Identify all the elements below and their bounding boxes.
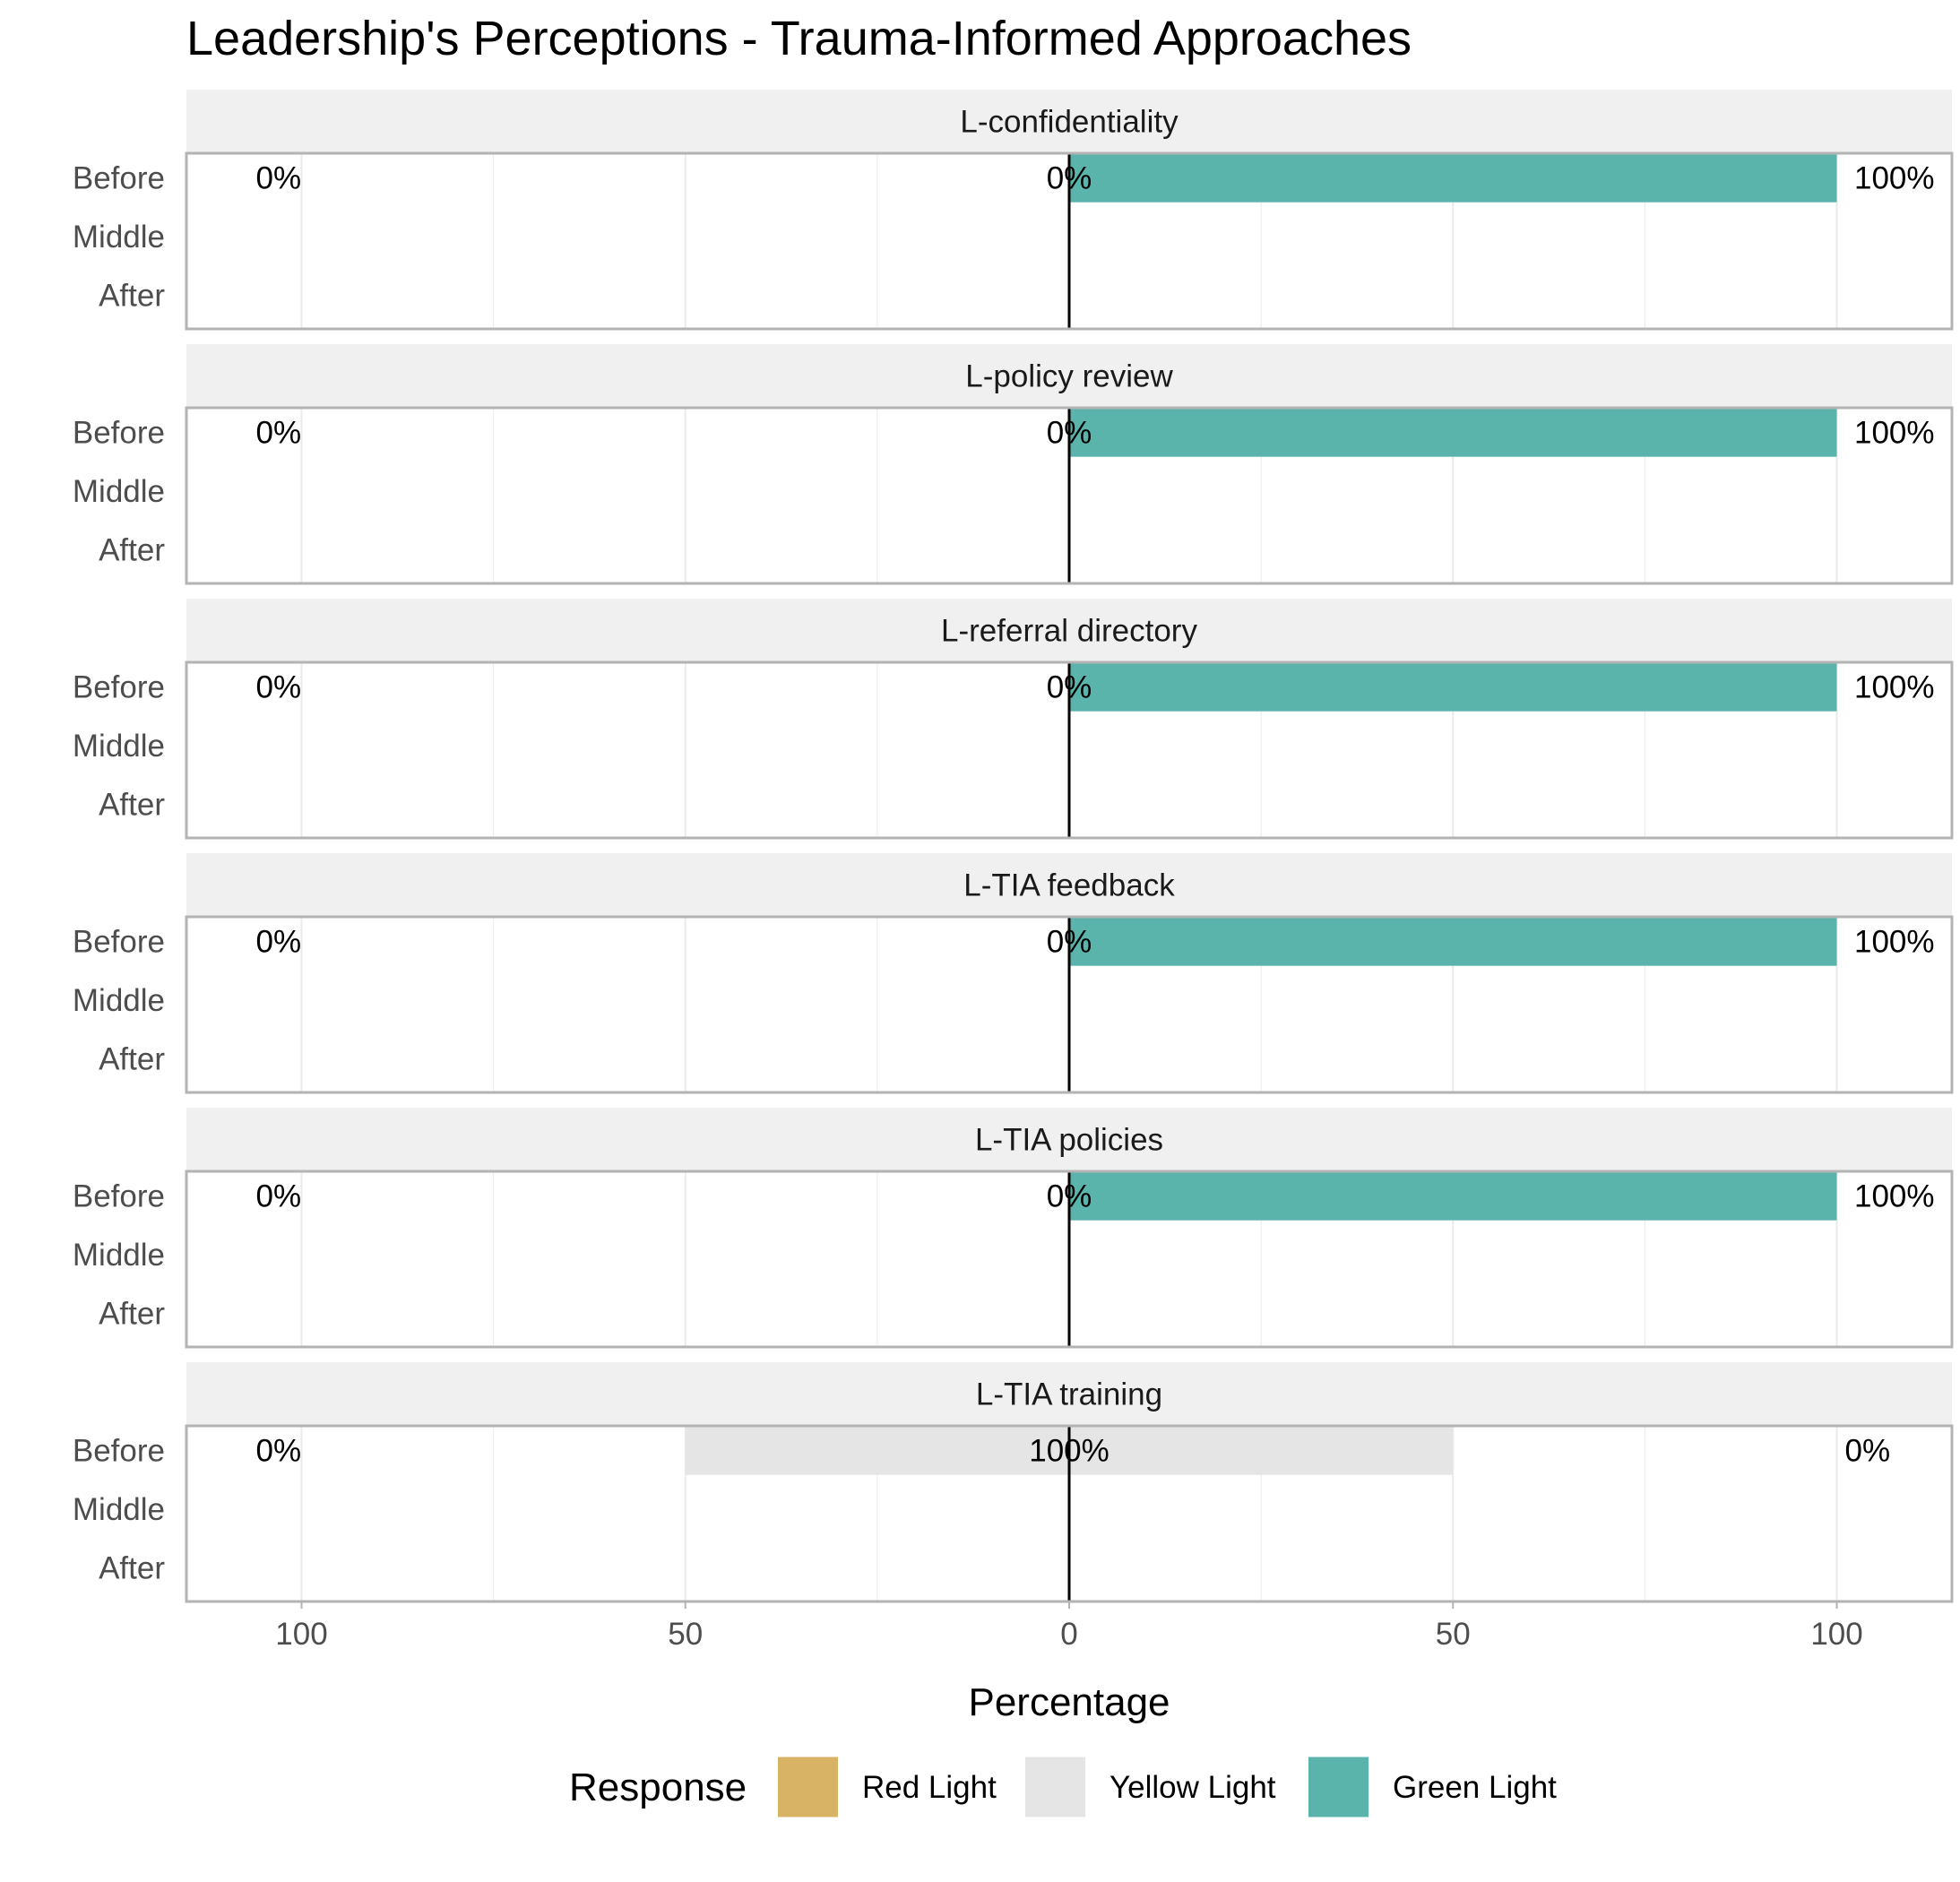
panel-strip-label: L-TIA training <box>976 1377 1162 1412</box>
panel-strip <box>186 1362 1952 1426</box>
panel-strip-label: L-policy review <box>965 359 1173 394</box>
panel-border <box>185 915 1954 1094</box>
data-label: 0% <box>255 925 301 960</box>
x-tick-label: 100 <box>275 1617 327 1652</box>
bar <box>1069 408 1837 457</box>
panel-strip-label: L-confidentiality <box>960 105 1179 140</box>
panel-border <box>185 151 1954 331</box>
bar <box>1069 917 1837 966</box>
data-label: 100% <box>1854 161 1935 196</box>
y-tick-label: Before <box>73 1179 165 1214</box>
y-tick-label: Middle <box>73 220 165 255</box>
x-tick-label: 100 <box>1810 1617 1862 1652</box>
y-tick-label: Before <box>73 416 165 451</box>
panel-strip <box>186 599 1952 662</box>
bar <box>1069 662 1837 712</box>
x-axis: 100 50 0 50 100 <box>275 1601 1863 1652</box>
y-tick-label: Middle <box>73 474 165 509</box>
x-tick-label: 0 <box>1060 1617 1077 1652</box>
panel-strip-label: L-referral directory <box>941 614 1197 649</box>
bar <box>1069 1171 1837 1221</box>
y-tick-label: Middle <box>73 729 165 764</box>
y-tick-label: After <box>99 1296 165 1331</box>
x-tick-label: 50 <box>668 1617 703 1652</box>
legend-key <box>1308 1757 1369 1817</box>
panels: L-confidentiality 0% 0% 100% Before Middle Aft… <box>73 90 1954 1603</box>
data-label: 100% <box>1854 416 1935 451</box>
data-label: 0% <box>255 1434 301 1469</box>
bar <box>1069 153 1837 203</box>
y-tick-label: After <box>99 787 165 822</box>
data-label: 0% <box>255 161 301 196</box>
panel-border <box>185 1170 1954 1349</box>
legend-key <box>1025 1757 1085 1817</box>
y-tick-label: Middle <box>73 1238 165 1273</box>
y-tick-label: Before <box>73 1434 165 1469</box>
panel-strip <box>186 90 1952 153</box>
chart-title: Leadership's Perceptions - Trauma-Inform… <box>186 12 1412 65</box>
y-tick-label: After <box>99 532 165 567</box>
y-tick-label: After <box>99 1550 165 1585</box>
y-tick-label: Before <box>73 925 165 960</box>
data-label: 0% <box>255 670 301 705</box>
data-label: 100% <box>1854 1179 1935 1214</box>
legend: Response Red Light Yellow Light Green Light <box>569 1757 1557 1817</box>
data-label: 100% <box>1854 925 1935 960</box>
legend-label: Yellow Light <box>1110 1770 1276 1805</box>
legend-label: Red Light <box>862 1770 997 1805</box>
y-tick-label: After <box>99 278 165 313</box>
panel-strip <box>186 853 1952 917</box>
legend-label: Green Light <box>1393 1770 1557 1805</box>
panel-strip-label: L-TIA policies <box>975 1123 1163 1158</box>
y-tick-label: Middle <box>73 1492 165 1527</box>
legend-title: Response <box>569 1765 747 1809</box>
data-label: 0% <box>255 1179 301 1214</box>
panel-strip <box>186 1108 1952 1171</box>
panel-border <box>185 660 1954 840</box>
data-label: 0% <box>1844 1434 1890 1469</box>
panel-strip <box>186 344 1952 408</box>
y-tick-label: After <box>99 1041 165 1076</box>
y-tick-label: Middle <box>73 983 165 1018</box>
legend-key <box>778 1757 838 1817</box>
panel-strip-label: L-TIA feedback <box>963 868 1175 903</box>
x-tick-label: 50 <box>1436 1617 1471 1652</box>
y-tick-label: Before <box>73 161 165 196</box>
data-label: 0% <box>255 416 301 451</box>
panel-border <box>185 406 1954 585</box>
y-tick-label: Before <box>73 670 165 705</box>
data-label: 100% <box>1854 670 1935 705</box>
x-axis-label: Percentage <box>968 1680 1170 1724</box>
